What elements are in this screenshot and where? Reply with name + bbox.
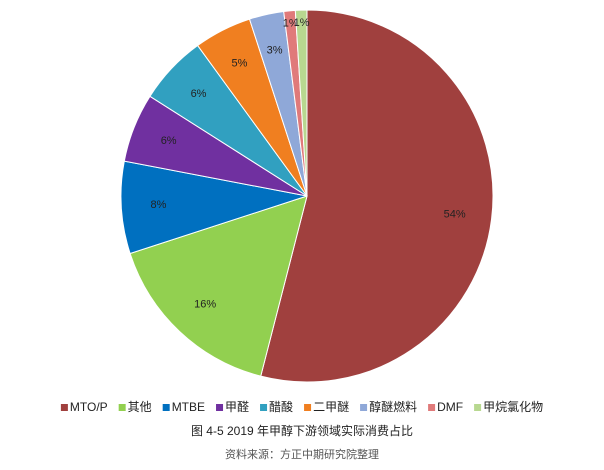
legend-label: MTBE	[172, 400, 205, 414]
data-label: 8%	[151, 199, 167, 211]
chart-title: 图 4-5 2019 年甲醇下游领域实际消费占比	[191, 423, 413, 438]
data-label: 1%	[294, 17, 310, 29]
data-label: 6%	[161, 135, 177, 147]
legend-swatch	[118, 404, 126, 411]
data-label: 6%	[191, 88, 207, 100]
legend-label: 醇醚燃料	[369, 399, 417, 414]
chart-source: 资料来源：方正中期研究院整理	[225, 447, 379, 461]
data-label: 16%	[194, 298, 216, 310]
legend-swatch	[360, 404, 368, 411]
data-label: 1%	[283, 18, 299, 30]
legend: MTO/P 其他 MTBE 甲醛 醋酸 二甲醚 醇醚燃料 DMF 甲烷氯化物	[60, 399, 543, 414]
data-label: 54%	[444, 209, 466, 221]
legend-label: 甲烷氯化物	[483, 400, 543, 414]
legend-label: 醋酸	[269, 399, 293, 414]
legend-label: MTO/P	[70, 400, 108, 414]
pie-slice	[129, 195, 308, 377]
legend-swatch	[304, 404, 312, 411]
legend-label: 二甲醚	[313, 400, 349, 414]
legend-label: DMF	[437, 400, 463, 414]
legend-swatch	[60, 404, 68, 411]
legend-label: 甲醛	[225, 399, 249, 414]
pie-slice	[294, 9, 308, 197]
legend-swatch	[428, 404, 436, 411]
legend-swatch	[216, 404, 224, 411]
data-label: 5%	[231, 57, 247, 69]
legend-swatch	[162, 404, 170, 411]
data-label: 3%	[267, 45, 283, 57]
legend-label: 其他	[128, 400, 152, 414]
legend-swatch	[474, 404, 482, 411]
pie-slice	[120, 160, 308, 255]
legend-swatch	[260, 404, 268, 411]
pie-slice	[260, 9, 494, 383]
